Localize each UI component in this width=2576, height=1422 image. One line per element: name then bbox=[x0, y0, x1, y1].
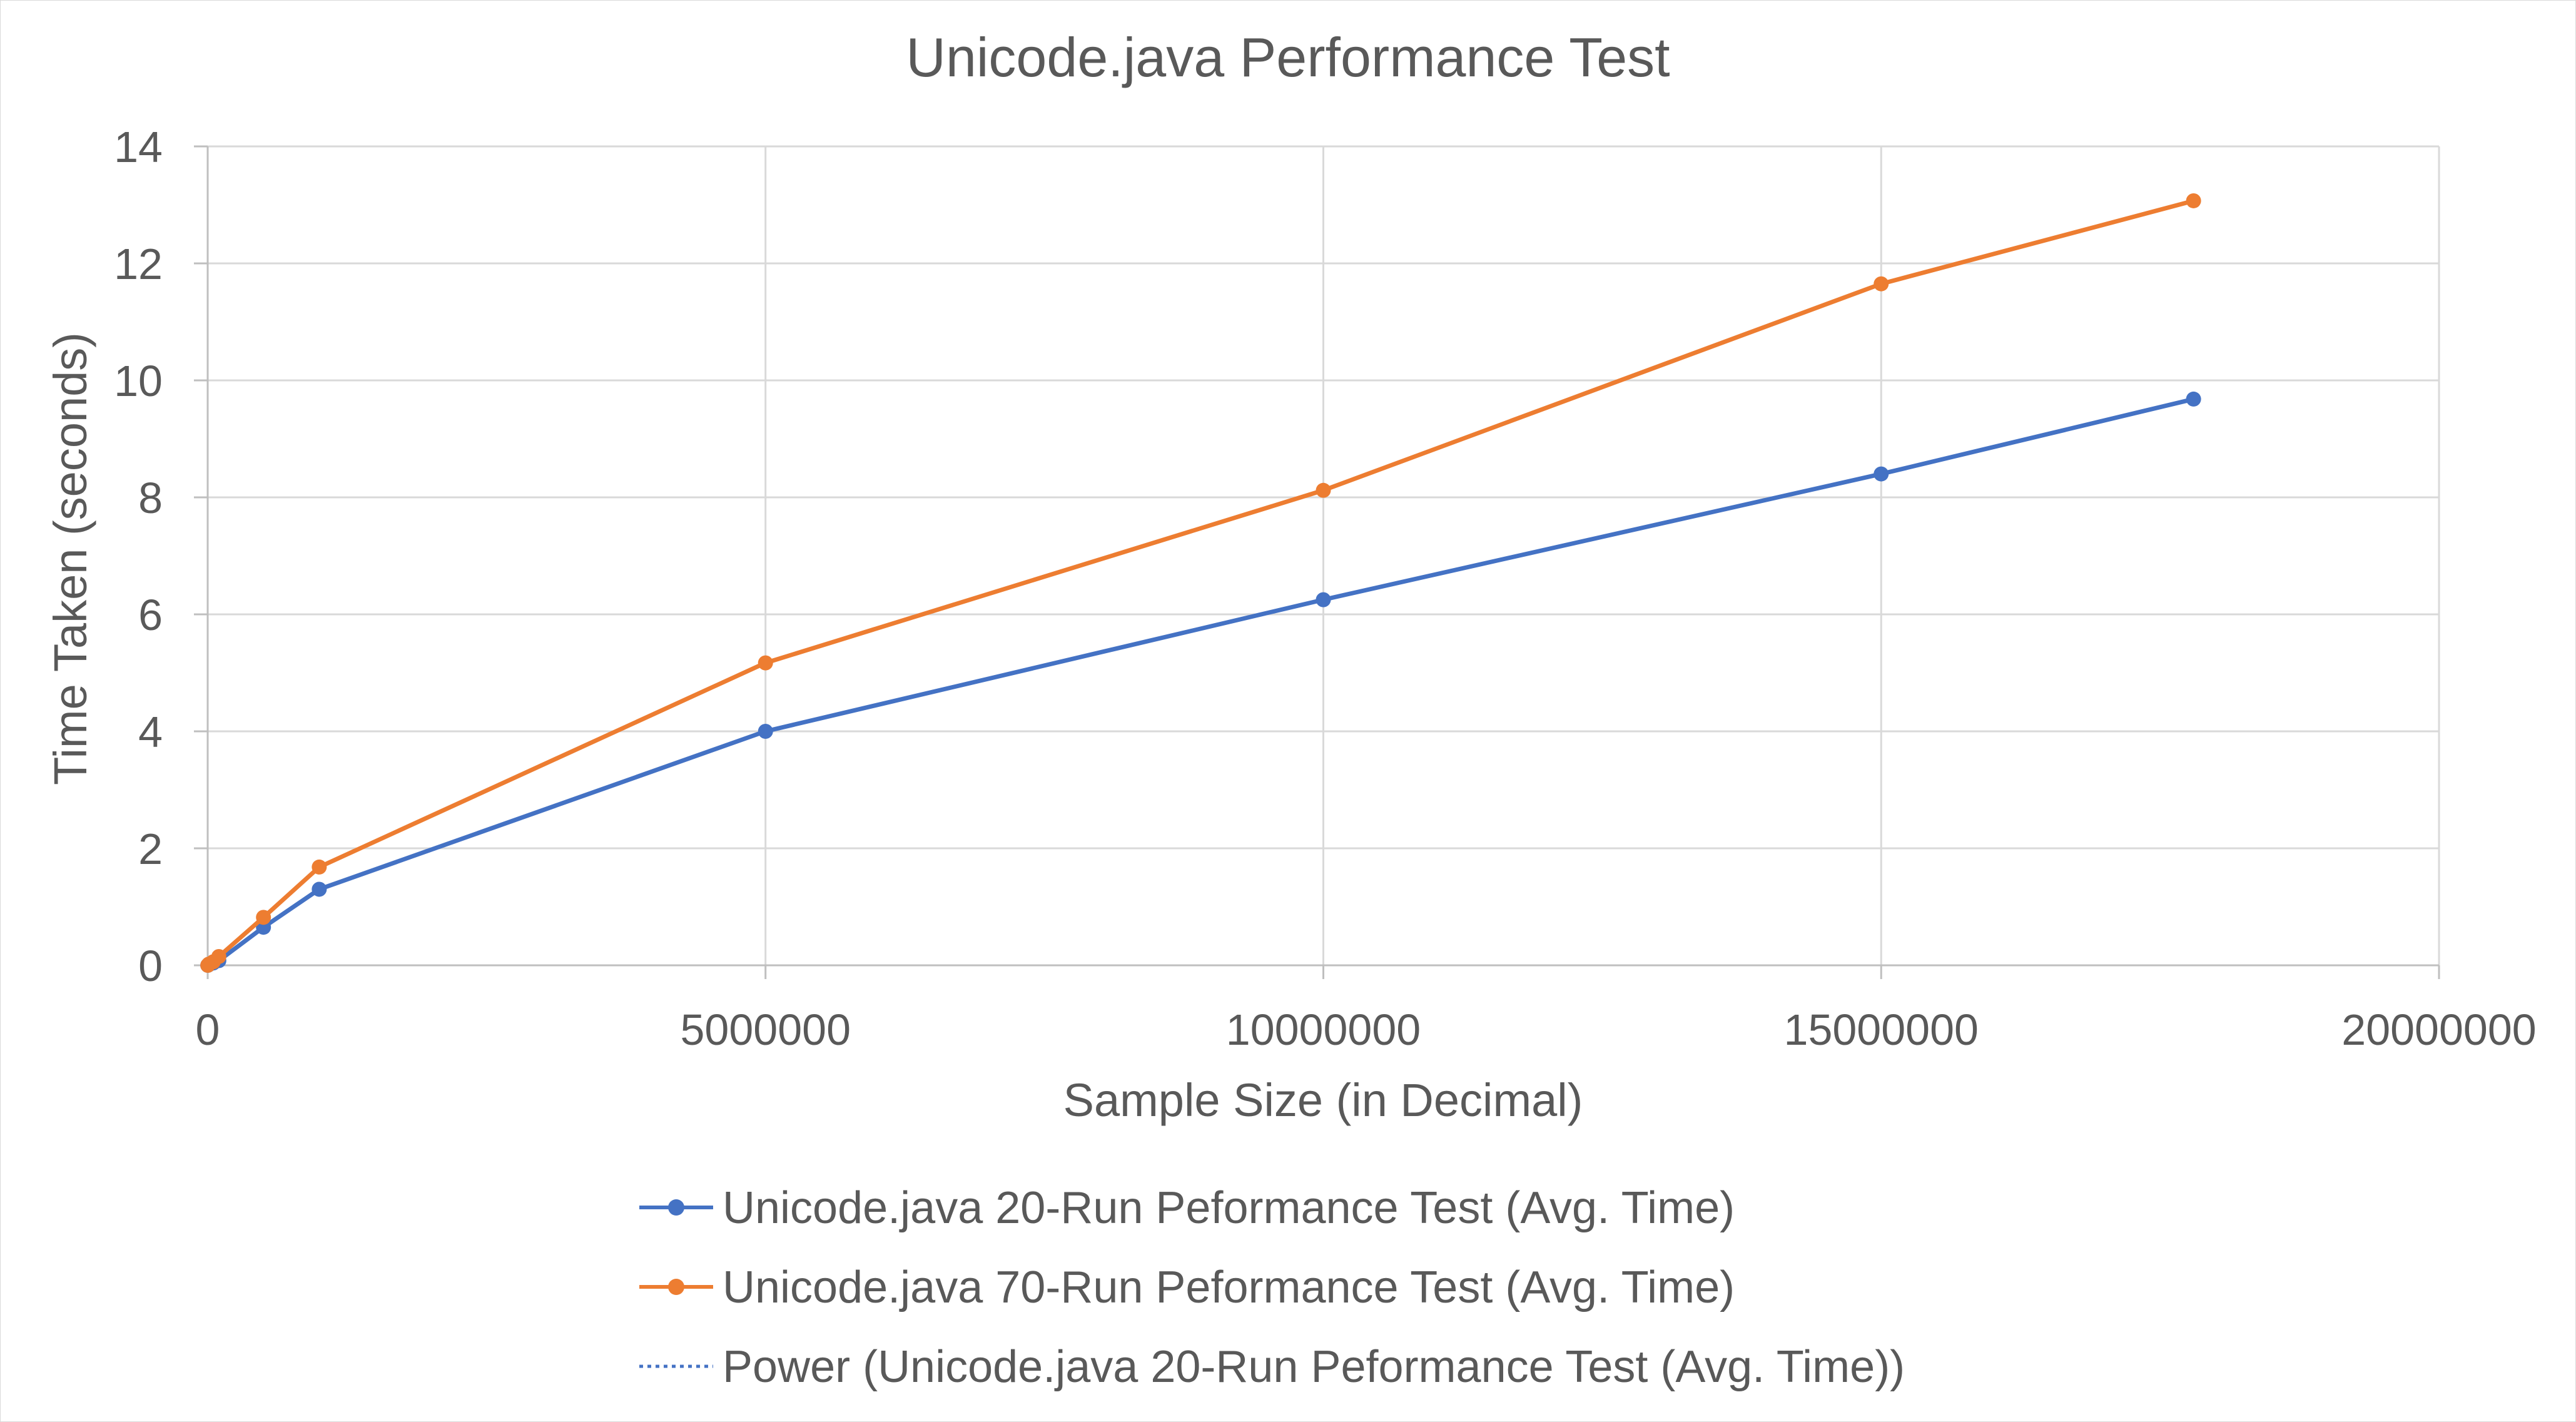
axes bbox=[194, 145, 2440, 979]
data-point bbox=[1874, 466, 1889, 482]
data-point bbox=[211, 948, 226, 964]
chart-title: Unicode.java Performance Test bbox=[906, 26, 1670, 88]
y-tick-label: 0 bbox=[138, 942, 163, 990]
data-point bbox=[758, 655, 773, 671]
legend-item-20-run: Unicode.java 20-Run Peformance Test (Avg… bbox=[639, 1183, 1735, 1233]
data-point bbox=[312, 859, 327, 875]
data-point bbox=[256, 910, 271, 925]
legend-marker-20-run bbox=[668, 1199, 684, 1216]
x-tick-label: 20000000 bbox=[2341, 1005, 2536, 1054]
legend: Unicode.java 20-Run Peformance Test (Avg… bbox=[639, 1183, 1905, 1392]
legend-item-power-trendline: Power (Unicode.java 20-Run Peformance Te… bbox=[639, 1342, 1905, 1392]
x-tick-label: 0 bbox=[196, 1005, 220, 1054]
legend-label-20-run: Unicode.java 20-Run Peformance Test (Avg… bbox=[723, 1183, 1735, 1233]
data-point bbox=[758, 724, 773, 739]
data-point bbox=[1316, 592, 1331, 607]
y-tick-label: 2 bbox=[138, 825, 163, 873]
y-tick-label: 10 bbox=[114, 357, 163, 405]
legend-item-70-run: Unicode.java 70-Run Peformance Test (Avg… bbox=[639, 1262, 1735, 1313]
y-tick-label: 8 bbox=[138, 474, 163, 522]
data-point bbox=[1874, 276, 1889, 292]
x-tick-label: 15000000 bbox=[1784, 1005, 1979, 1054]
x-tick-label: 10000000 bbox=[1226, 1005, 1421, 1054]
y-tick-label: 14 bbox=[114, 123, 163, 171]
data-point bbox=[2186, 391, 2201, 407]
x-tick-label: 5000000 bbox=[680, 1005, 851, 1054]
y-axis-title: Time Taken (seconds) bbox=[44, 332, 96, 785]
y-tick-label: 4 bbox=[138, 708, 163, 756]
data-point bbox=[2186, 193, 2201, 208]
tick-labels: 0 2 4 6 8 10 12 14 0 5000000 10000000 15000000 20000… bbox=[114, 123, 2537, 1054]
x-axis-title: Sample Size (in Decimal) bbox=[1063, 1074, 1583, 1126]
y-tick-label: 12 bbox=[114, 240, 163, 288]
gridlines bbox=[208, 145, 2440, 965]
legend-label-70-run: Unicode.java 70-Run Peformance Test (Avg… bbox=[723, 1262, 1735, 1313]
y-tick-label: 6 bbox=[138, 591, 163, 639]
legend-marker-70-run bbox=[668, 1279, 684, 1295]
series-line-1 bbox=[205, 198, 2196, 968]
plot-area bbox=[200, 193, 2201, 973]
data-point bbox=[312, 881, 327, 897]
data-point bbox=[1316, 482, 1331, 498]
series-line-0 bbox=[205, 397, 2196, 968]
legend-label-power-trendline: Power (Unicode.java 20-Run Peformance Te… bbox=[723, 1342, 1905, 1392]
